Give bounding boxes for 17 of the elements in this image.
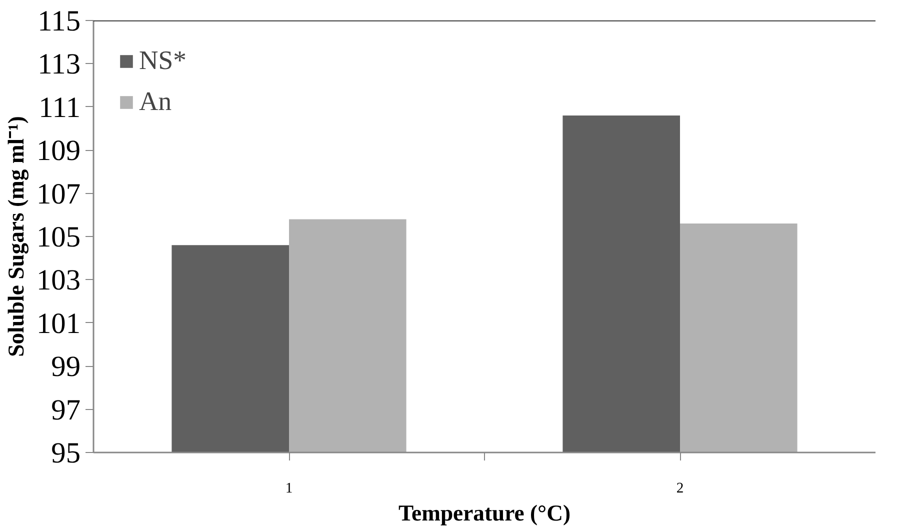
y-tick-label: 115	[38, 6, 80, 38]
x-tick-label: 1	[285, 480, 293, 496]
y-tick-label: 95	[51, 438, 80, 470]
y-tick-label: 105	[36, 222, 81, 254]
x-axis-title: Temperature (°C)	[398, 500, 571, 526]
y-tick-label: 111	[38, 92, 81, 124]
y-tick-label: 109	[36, 135, 81, 168]
y-tick-label: 113	[38, 48, 80, 81]
y-tick-label: 101	[36, 308, 81, 340]
y-tick-label: 97	[51, 394, 80, 426]
y-axis-title: Soluble Sugars (mg ml⁻¹)	[4, 116, 29, 357]
y-tick-label: 99	[51, 351, 80, 384]
y-tick-label: 103	[36, 264, 81, 297]
x-tick-label: 2	[676, 480, 684, 496]
legend-label: NS*	[139, 45, 186, 76]
legend-label: An	[139, 86, 172, 117]
y-tick-label: 107	[36, 178, 81, 210]
